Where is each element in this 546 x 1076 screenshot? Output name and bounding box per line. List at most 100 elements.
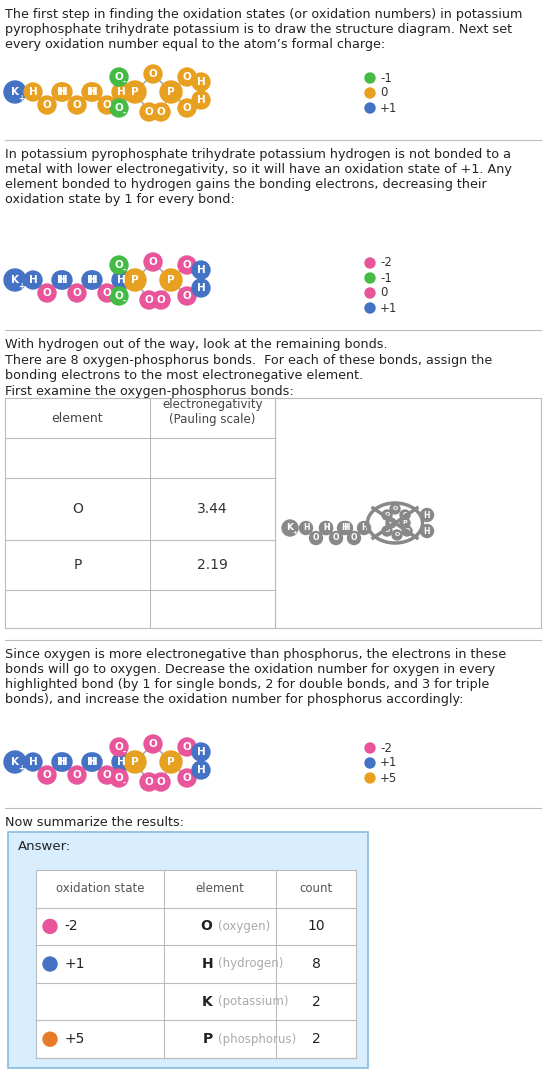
- Text: H: H: [323, 524, 329, 533]
- Circle shape: [84, 83, 102, 101]
- Circle shape: [365, 73, 375, 83]
- Text: O: O: [149, 739, 157, 749]
- Text: P: P: [203, 1032, 218, 1046]
- Circle shape: [52, 753, 70, 771]
- Circle shape: [365, 744, 375, 753]
- Text: O: O: [182, 742, 192, 752]
- Circle shape: [98, 96, 116, 114]
- Text: The first step in finding the oxidation states (or oxidation numbers) in potassi: The first step in finding the oxidation …: [5, 8, 523, 51]
- Circle shape: [337, 522, 351, 535]
- Text: H: H: [197, 765, 205, 775]
- FancyBboxPatch shape: [8, 832, 368, 1068]
- Text: 2: 2: [312, 1032, 321, 1046]
- Text: count: count: [299, 882, 333, 895]
- Circle shape: [178, 738, 196, 756]
- Circle shape: [112, 83, 130, 101]
- Circle shape: [365, 773, 375, 783]
- Circle shape: [84, 753, 102, 771]
- Circle shape: [178, 769, 196, 787]
- Circle shape: [54, 271, 72, 289]
- Text: O: O: [145, 777, 153, 787]
- Circle shape: [192, 279, 210, 297]
- Text: O: O: [103, 770, 111, 780]
- Circle shape: [192, 744, 210, 761]
- Text: H: H: [424, 510, 430, 520]
- Circle shape: [144, 253, 162, 271]
- Circle shape: [98, 284, 116, 302]
- Text: P: P: [131, 87, 139, 97]
- Circle shape: [110, 769, 128, 787]
- Text: oxidation state: oxidation state: [56, 882, 144, 895]
- Text: O: O: [149, 69, 157, 79]
- Text: O: O: [201, 919, 218, 933]
- Circle shape: [365, 288, 375, 298]
- Circle shape: [390, 504, 400, 514]
- Circle shape: [329, 532, 342, 544]
- Text: O: O: [145, 107, 153, 117]
- Text: -2: -2: [380, 741, 392, 754]
- Circle shape: [24, 753, 42, 771]
- Circle shape: [160, 751, 182, 773]
- Text: H: H: [28, 275, 37, 285]
- Circle shape: [124, 269, 146, 291]
- Text: O: O: [115, 103, 123, 113]
- Text: -: -: [123, 748, 126, 756]
- FancyBboxPatch shape: [5, 398, 275, 628]
- Circle shape: [4, 751, 26, 773]
- Text: O: O: [72, 502, 83, 516]
- Circle shape: [24, 83, 42, 101]
- Circle shape: [38, 284, 56, 302]
- Circle shape: [400, 510, 410, 520]
- Text: -: -: [123, 779, 126, 788]
- Text: O: O: [157, 107, 165, 117]
- Text: H: H: [197, 747, 205, 758]
- Text: (phosphorus): (phosphorus): [218, 1033, 296, 1046]
- Circle shape: [192, 73, 210, 91]
- Circle shape: [319, 522, 333, 535]
- Circle shape: [340, 522, 353, 535]
- Text: First examine the oxygen-phosphorus bonds:: First examine the oxygen-phosphorus bond…: [5, 385, 294, 398]
- Text: (hydrogen): (hydrogen): [218, 958, 283, 971]
- Text: electronegativity
(Pauling scale): electronegativity (Pauling scale): [162, 398, 263, 426]
- Circle shape: [178, 256, 196, 274]
- Text: O: O: [115, 260, 123, 270]
- Text: H: H: [57, 275, 66, 285]
- Circle shape: [365, 273, 375, 283]
- Text: O: O: [157, 295, 165, 305]
- Text: +: +: [19, 764, 25, 773]
- Text: -: -: [123, 297, 126, 306]
- Text: H: H: [58, 758, 67, 767]
- Circle shape: [68, 766, 86, 784]
- Text: O: O: [43, 770, 51, 780]
- Text: O: O: [73, 770, 81, 780]
- Text: element: element: [52, 411, 103, 425]
- Text: H: H: [197, 283, 205, 293]
- Circle shape: [124, 81, 146, 103]
- Circle shape: [382, 526, 392, 536]
- Text: O: O: [384, 512, 390, 518]
- Text: P: P: [131, 275, 139, 285]
- Circle shape: [110, 738, 128, 756]
- Text: H: H: [323, 524, 329, 533]
- Text: O: O: [333, 534, 339, 542]
- Text: K: K: [203, 994, 218, 1008]
- Text: 2: 2: [312, 994, 321, 1008]
- Text: +1: +1: [380, 301, 397, 314]
- Text: O: O: [313, 534, 319, 542]
- Text: O: O: [402, 512, 408, 518]
- Circle shape: [282, 520, 298, 536]
- Text: H: H: [341, 524, 347, 533]
- Circle shape: [68, 96, 86, 114]
- Text: 2.19: 2.19: [197, 558, 228, 572]
- Text: H: H: [57, 87, 66, 97]
- Text: -: -: [123, 77, 126, 87]
- Circle shape: [160, 81, 182, 103]
- Text: O: O: [73, 288, 81, 298]
- Text: (oxygen): (oxygen): [218, 920, 270, 933]
- Text: O: O: [393, 507, 397, 511]
- Circle shape: [144, 735, 162, 753]
- Circle shape: [310, 532, 323, 544]
- Text: O: O: [384, 528, 390, 534]
- Text: O: O: [394, 533, 400, 538]
- Circle shape: [43, 919, 57, 933]
